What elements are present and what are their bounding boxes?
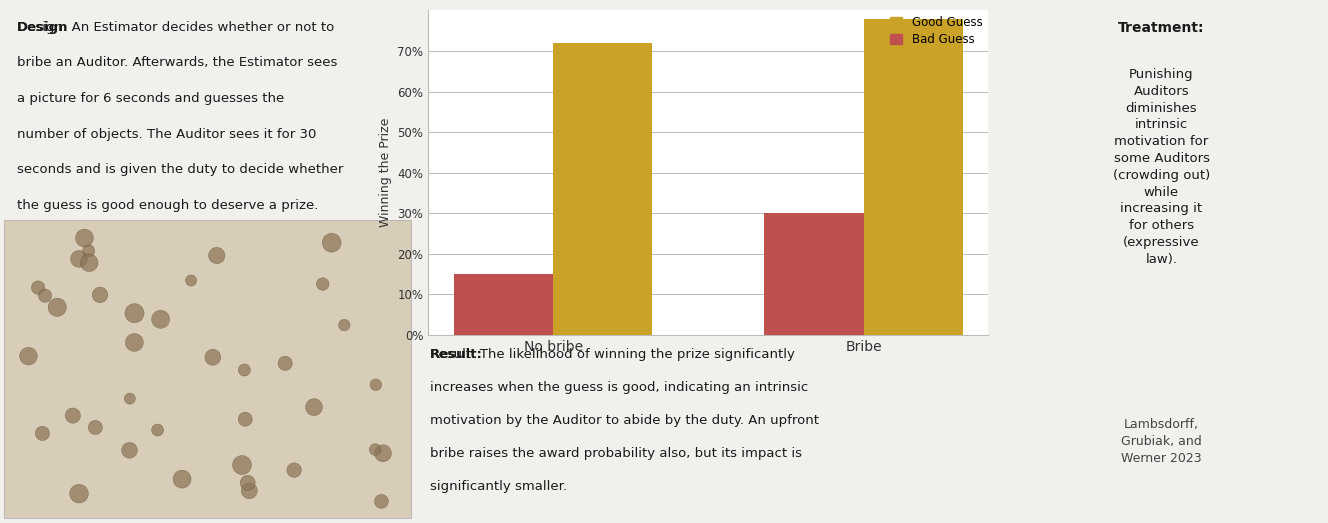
Point bbox=[171, 475, 193, 483]
Point bbox=[124, 309, 145, 317]
Point bbox=[303, 403, 324, 411]
Text: Result: The likelihood of winning the prize significantly: Result: The likelihood of winning the pr… bbox=[429, 348, 794, 361]
Point bbox=[17, 352, 39, 360]
Point bbox=[78, 258, 100, 267]
Point bbox=[147, 426, 169, 434]
Text: Design: An Estimator decides whether or not to: Design: An Estimator decides whether or … bbox=[17, 21, 333, 34]
Text: increases when the guess is good, indicating an intrinsic: increases when the guess is good, indica… bbox=[429, 381, 807, 394]
Point bbox=[120, 446, 141, 454]
Bar bbox=[764, 213, 863, 335]
Point bbox=[32, 429, 53, 438]
Point bbox=[231, 461, 252, 469]
Point bbox=[89, 291, 110, 299]
Point bbox=[275, 359, 296, 368]
Point bbox=[85, 423, 106, 431]
Point bbox=[46, 303, 68, 312]
Bar bbox=[863, 19, 963, 335]
Point bbox=[206, 252, 227, 260]
Text: the guess is good enough to deserve a prize.: the guess is good enough to deserve a pr… bbox=[17, 199, 317, 212]
Y-axis label: Winning the Prize: Winning the Prize bbox=[378, 118, 392, 228]
Text: Lambsdorff,
Grubiak, and
Werner 2023: Lambsdorff, Grubiak, and Werner 2023 bbox=[1121, 418, 1202, 465]
Point bbox=[364, 446, 385, 454]
Text: motivation by the Auditor to abide by the duty. An upfront: motivation by the Auditor to abide by th… bbox=[429, 414, 818, 427]
Point bbox=[333, 321, 355, 329]
FancyBboxPatch shape bbox=[4, 220, 410, 518]
Point bbox=[235, 415, 256, 424]
Text: a picture for 6 seconds and guesses the: a picture for 6 seconds and guesses the bbox=[17, 92, 284, 105]
Text: Design: Design bbox=[17, 21, 68, 34]
Point bbox=[239, 486, 260, 495]
Point bbox=[371, 497, 392, 506]
Text: Result:: Result: bbox=[429, 348, 482, 361]
Point bbox=[62, 412, 84, 420]
Text: seconds and is given the duty to decide whether: seconds and is given the duty to decide … bbox=[17, 163, 343, 176]
Point bbox=[181, 276, 202, 285]
Point bbox=[372, 449, 393, 458]
Point bbox=[69, 490, 90, 498]
Point bbox=[234, 366, 255, 374]
Bar bbox=[552, 43, 652, 335]
Point bbox=[202, 353, 223, 361]
Point bbox=[120, 394, 141, 403]
Point bbox=[35, 291, 56, 300]
Text: significantly smaller.: significantly smaller. bbox=[429, 480, 567, 493]
Text: number of objects. The Auditor sees it for 30: number of objects. The Auditor sees it f… bbox=[17, 128, 316, 141]
Point bbox=[74, 234, 96, 242]
Text: bribe an Auditor. Afterwards, the Estimator sees: bribe an Auditor. Afterwards, the Estima… bbox=[17, 56, 337, 70]
Text: Punishing
Auditors
diminishes
intrinsic
motivation for
some Auditors
(crowding o: Punishing Auditors diminishes intrinsic … bbox=[1113, 68, 1210, 266]
Point bbox=[321, 238, 343, 247]
Point bbox=[312, 280, 333, 288]
Point bbox=[78, 247, 100, 255]
Text: bribe raises the award probability also, but its impact is: bribe raises the award probability also,… bbox=[429, 447, 802, 460]
Point bbox=[150, 315, 171, 323]
Point bbox=[236, 479, 258, 487]
Point bbox=[28, 283, 49, 292]
Legend: Good Guess, Bad Guess: Good Guess, Bad Guess bbox=[891, 16, 983, 46]
Point bbox=[283, 466, 304, 474]
Point bbox=[68, 255, 89, 263]
Point bbox=[365, 381, 386, 389]
Bar bbox=[454, 274, 552, 335]
Text: Treatment:: Treatment: bbox=[1118, 21, 1204, 35]
Point bbox=[124, 338, 145, 347]
